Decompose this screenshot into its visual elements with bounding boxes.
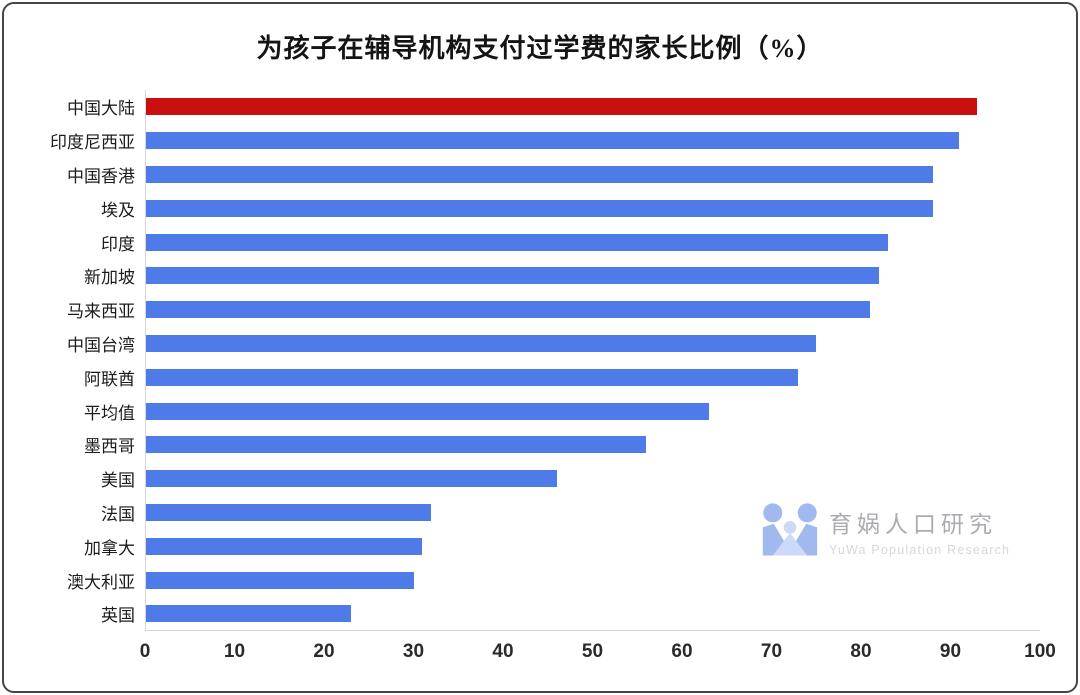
yuwa-family-logo-icon	[762, 503, 818, 556]
bar-track	[145, 259, 1040, 293]
bar	[145, 470, 557, 488]
category-label: 印度	[101, 234, 135, 254]
bar	[145, 199, 933, 217]
category-label: 埃及	[101, 200, 135, 220]
bar	[145, 436, 647, 454]
bar-track	[145, 563, 1040, 597]
x-tick-label: 90	[939, 641, 962, 662]
chart-row: 平均值	[4, 394, 1040, 428]
category-label: 美国	[101, 471, 135, 491]
bar-track	[145, 597, 1040, 631]
chart-row: 中国台湾	[4, 327, 1040, 361]
bar-highlighted	[145, 98, 978, 116]
bar-track	[145, 225, 1040, 259]
category-label: 中国大陆	[67, 99, 135, 119]
category-label: 中国台湾	[67, 335, 135, 355]
x-tick-label: 80	[850, 641, 872, 662]
watermark-text: 育娲人口研究 YuWa Population Research	[829, 505, 1010, 557]
bar	[145, 503, 432, 521]
bar	[145, 368, 799, 386]
chart-row: 阿联酋	[4, 360, 1040, 394]
bar	[145, 402, 709, 420]
bar	[145, 233, 888, 251]
category-label: 新加坡	[84, 268, 135, 288]
bar	[145, 334, 817, 352]
chart-row: 法国	[4, 496, 1040, 530]
watermark: 育娲人口研究 YuWa Population Research	[761, 501, 1010, 561]
bar-track	[145, 158, 1040, 192]
bar	[145, 267, 879, 285]
x-tick-label: 30	[402, 641, 425, 662]
chart-row: 澳大利亚	[4, 563, 1040, 597]
chart-row: 中国大陆	[4, 90, 1040, 124]
x-tick-label: 50	[581, 641, 604, 662]
bar-rows: 中国大陆印度尼西亚中国香港埃及印度新加坡马来西亚中国台湾阿联酋平均值墨西哥美国法…	[4, 90, 1040, 631]
chart-row: 美国	[4, 462, 1040, 496]
x-axis: 0 10 20 30 40 50 60 70 80 90 100	[140, 641, 1056, 665]
bar-track	[145, 360, 1040, 394]
category-label: 澳大利亚	[67, 572, 135, 592]
chart-title: 为孩子在辅导机构支付过学费的家长比例（%）	[256, 34, 824, 63]
bar	[145, 571, 414, 589]
category-label: 英国	[101, 606, 135, 626]
bar-track	[145, 293, 1040, 327]
category-label: 墨西哥	[84, 437, 135, 457]
watermark-brand: 育娲人口研究	[829, 511, 997, 537]
chart-row: 中国香港	[4, 158, 1040, 192]
bar	[145, 132, 960, 150]
x-tick-label: 40	[492, 641, 514, 662]
bar	[145, 301, 870, 319]
chart-row: 埃及	[4, 191, 1040, 225]
bar	[145, 605, 351, 623]
chart-row: 印度尼西亚	[4, 124, 1040, 158]
chart-row: 加拿大	[4, 529, 1040, 563]
bar-track	[145, 394, 1040, 428]
bar-track	[145, 428, 1040, 462]
bar-track	[145, 327, 1040, 361]
category-label: 阿联酋	[84, 369, 135, 389]
category-label: 法国	[101, 504, 135, 524]
bar-track	[145, 462, 1040, 496]
category-label: 平均值	[84, 403, 135, 423]
category-label: 加拿大	[84, 538, 135, 558]
x-tick-label: 20	[313, 641, 335, 662]
chart-row: 印度	[4, 225, 1040, 259]
chart-row: 英国	[4, 597, 1040, 631]
x-tick-label: 70	[760, 641, 783, 662]
bar	[145, 537, 423, 555]
category-label: 印度尼西亚	[50, 133, 135, 153]
category-label: 中国香港	[67, 166, 135, 186]
chart-row: 新加坡	[4, 259, 1040, 293]
x-tick-label: 60	[671, 641, 693, 662]
bar-track	[145, 496, 1040, 530]
category-label: 马来西亚	[67, 302, 135, 322]
bar-track	[145, 529, 1040, 563]
chart-row: 墨西哥	[4, 428, 1040, 462]
x-tick-label: 100	[1024, 641, 1056, 662]
bar-track	[145, 90, 1040, 124]
bar-track	[145, 191, 1040, 225]
bar-track	[145, 124, 1040, 158]
watermark-subtitle: YuWa Population Research	[829, 543, 1011, 557]
x-tick-label: 10	[223, 641, 246, 662]
bar	[145, 165, 933, 183]
chart-row: 马来西亚	[4, 293, 1040, 327]
x-tick-label: 0	[139, 641, 151, 662]
